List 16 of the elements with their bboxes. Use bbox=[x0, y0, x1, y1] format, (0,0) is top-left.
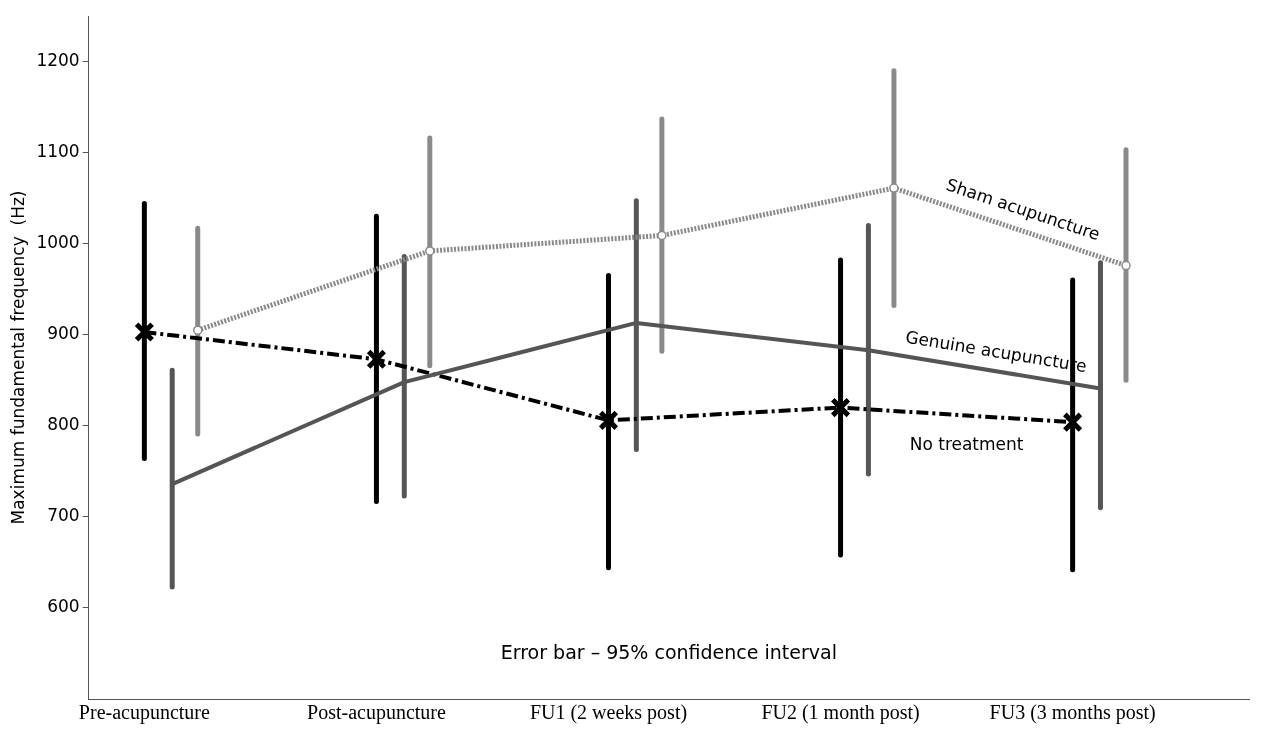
y-tick-label: 1200 bbox=[36, 49, 80, 70]
x-tick-label: FU3 (3 months post) bbox=[989, 701, 1156, 725]
y-tick-label: 900 bbox=[47, 323, 80, 344]
annotation: Error bar – 95% confidence interval bbox=[500, 641, 837, 663]
y-tick-label: 1100 bbox=[36, 141, 80, 162]
text: Genuine acupuncture bbox=[904, 326, 1089, 377]
x-tick-label: Post-acupuncture bbox=[307, 701, 446, 725]
y-tick-label: 1000 bbox=[36, 232, 80, 253]
x-tick-label: Pre-acupuncture bbox=[78, 701, 210, 725]
x-tick-label: FU1 (2 weeks post) bbox=[529, 701, 688, 725]
series-label: No treatment bbox=[909, 433, 1024, 454]
y-tick-label: 800 bbox=[47, 414, 80, 435]
y-axis-title: Maximum fundamental frequency (Hz) bbox=[7, 190, 28, 525]
y-tick-label: 700 bbox=[47, 505, 80, 526]
x-tick-label: FU2 (1 month post) bbox=[761, 701, 920, 725]
y-tick-label: 600 bbox=[47, 596, 80, 617]
